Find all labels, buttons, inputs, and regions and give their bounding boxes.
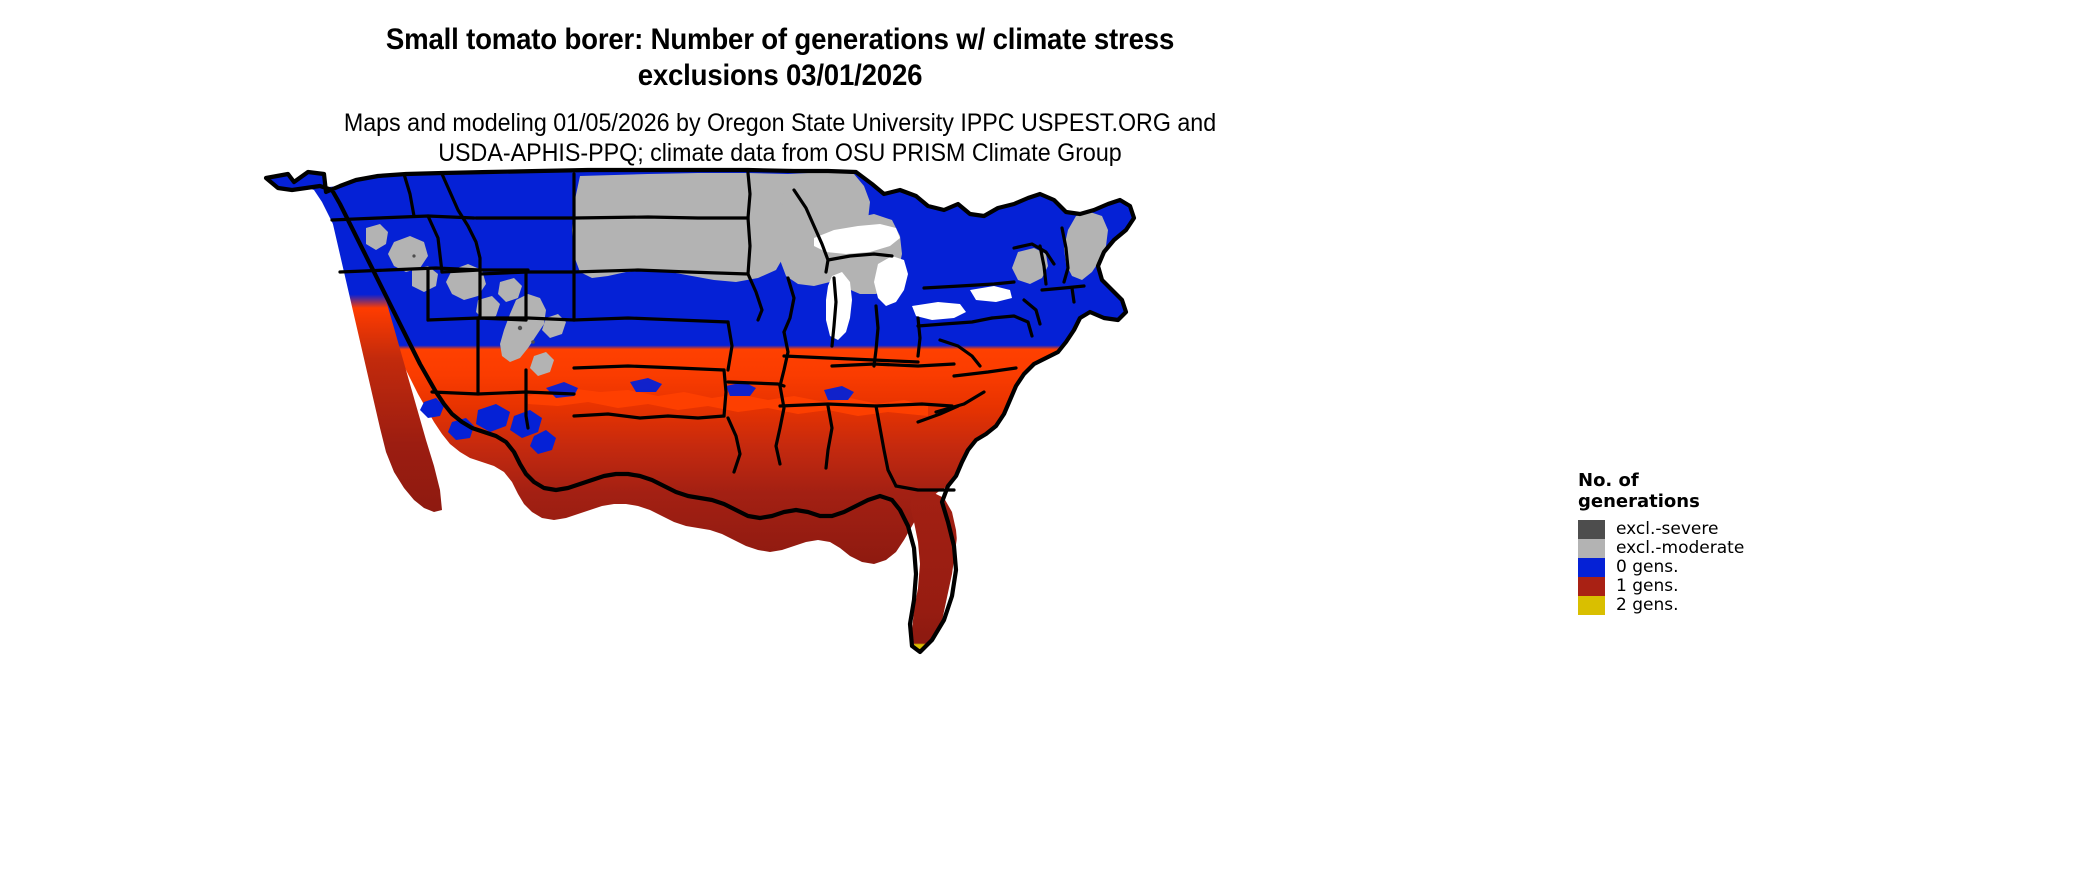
border-oh-pa — [916, 316, 922, 358]
exclusion-cascades — [366, 224, 438, 292]
border-al-ga — [874, 404, 898, 488]
legend-item-excl-moderate: excl.-moderate — [1578, 539, 1898, 558]
border-va-nc — [952, 366, 1018, 378]
border-ms-al — [824, 404, 834, 470]
atlantic-mask — [928, 490, 1168, 680]
border-mo-ar — [726, 380, 786, 388]
legend-label-excl-moderate: excl.-moderate — [1616, 538, 1745, 558]
legend-swatch-0-gens — [1578, 558, 1605, 577]
border-nh-me — [1060, 226, 1070, 284]
legend-swatch-1-gens — [1578, 577, 1605, 596]
border-az-nm-south — [430, 390, 576, 396]
state-boundaries — [263, 167, 1137, 655]
exclusion-colorado — [500, 294, 566, 376]
lake-erie — [912, 302, 966, 320]
border-nm-tx — [524, 368, 530, 430]
legend-label-1-gens: 1 gens. — [1616, 576, 1679, 596]
legend-swatch-excl-severe — [1578, 520, 1605, 539]
border-sc-ga — [916, 404, 960, 424]
border-ok-ar — [722, 368, 728, 418]
mountain-blue-pockets — [420, 398, 556, 454]
border-il-ky — [782, 354, 920, 364]
page-title: Small tomato borer: Number of generation… — [385, 23, 1175, 92]
exclusion-adirondacks — [1012, 248, 1048, 284]
gulf-mask — [628, 544, 912, 680]
lake-superior — [814, 224, 900, 254]
border-pa-md-wv — [916, 316, 994, 328]
border-in-oh — [872, 304, 880, 368]
border-id-mt — [440, 172, 482, 274]
national-outline — [263, 167, 1137, 655]
border-wa-or — [330, 214, 476, 222]
border-ga-fl — [894, 484, 956, 492]
map-svg — [263, 167, 1168, 680]
border-pa-ny — [922, 280, 1016, 290]
border-ma-ct — [1040, 284, 1086, 292]
border-ne-ia — [746, 272, 764, 322]
border-ks-mo — [726, 320, 734, 372]
exclusion-maine — [1064, 212, 1108, 280]
border-ok-tx — [572, 412, 726, 420]
west-coast-climate-fill — [266, 172, 442, 512]
border-ky-tn — [830, 362, 956, 368]
border-sd-mn-ia — [746, 216, 752, 276]
exclusion-northern-plains — [572, 173, 790, 282]
legend-swatch-2-gens — [1578, 596, 1605, 615]
border-or-ca — [338, 266, 482, 274]
lake-michigan — [826, 272, 852, 340]
border-tx-la — [726, 416, 742, 474]
border-nc-sc — [934, 390, 986, 414]
border-sd-ne — [572, 268, 750, 276]
border-wy-co — [478, 270, 576, 276]
page-subtitle: Maps and modeling 01/05/2026 by Oregon S… — [343, 109, 1217, 167]
legend-item-2-gens: 2 gens. — [1578, 596, 1898, 615]
legend-item-excl-severe: excl.-severe — [1578, 520, 1898, 539]
legend-item-0-gens: 0 gens. — [1578, 558, 1898, 577]
lake-huron — [874, 256, 908, 306]
border-tn-ms-al-ga — [778, 402, 954, 408]
border-ks-ok — [572, 364, 726, 372]
border-wa-id — [402, 172, 416, 218]
legend-label-2-gens: 2 gens. — [1616, 595, 1679, 615]
border-ct-ri — [1070, 286, 1076, 304]
border-ia-il — [782, 276, 796, 334]
legend-swatch-excl-moderate — [1578, 539, 1605, 558]
map-legend: No. of generations excl.-severe excl.-mo… — [1578, 470, 1898, 615]
exclusion-rockies — [446, 264, 522, 320]
lake-ontario — [970, 286, 1012, 302]
border-ne-ks — [572, 316, 730, 324]
border-or-id — [426, 214, 444, 274]
border-mn-wi — [792, 188, 830, 274]
border-ut-az — [476, 316, 576, 322]
border-nd-mn — [746, 171, 752, 220]
border-mi-upper — [826, 252, 894, 262]
title-block: Small tomato borer: Number of generation… — [0, 22, 1560, 168]
legend-label-0-gens: 0 gens. — [1616, 557, 1679, 577]
water-bodies — [628, 224, 1168, 680]
legend-title: No. of generations — [1578, 470, 1700, 512]
border-wv-va — [938, 338, 982, 368]
us-choropleth-map — [228, 160, 1168, 680]
legend-item-1-gens: 1 gens. — [1578, 577, 1898, 596]
border-vt-nh — [1038, 244, 1048, 286]
legend-label-excl-severe: excl.-severe — [1616, 519, 1719, 539]
border-ny-nj — [1022, 298, 1042, 326]
border-md-de-va — [990, 314, 1034, 338]
border-mo-il — [778, 330, 790, 388]
border-ar-ms — [774, 384, 786, 466]
border-il-in — [830, 276, 838, 348]
border-nd-sd — [572, 215, 750, 220]
exclusion-severe-zones — [412, 254, 535, 344]
